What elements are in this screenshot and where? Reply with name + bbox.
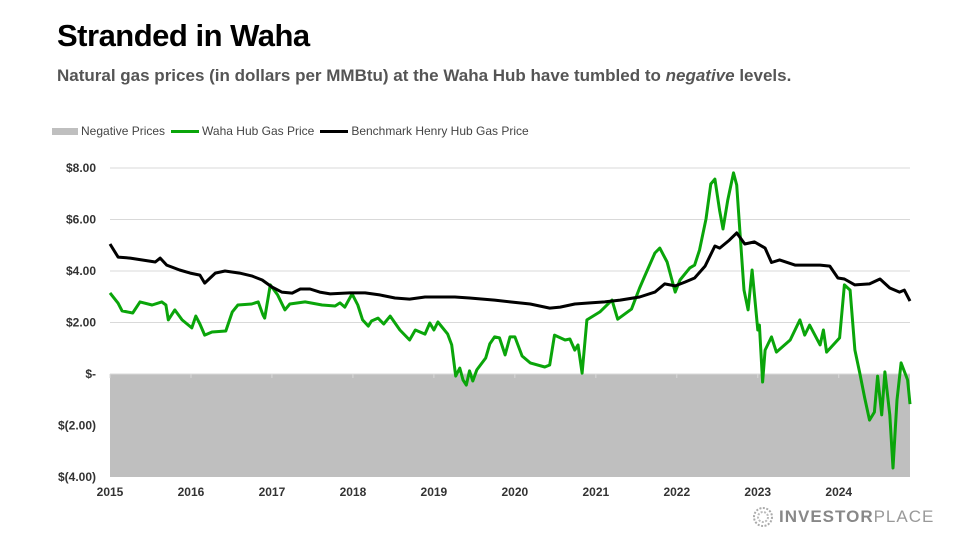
x-tick-label: 2020 (502, 485, 529, 499)
legend-swatch-waha (171, 129, 200, 133)
waha-price-line (108, 171, 912, 470)
subtitle-text: Natural gas prices (in dollars per MMBtu… (57, 66, 666, 85)
page-title: Stranded in Waha (57, 18, 310, 53)
x-tick-label: 2021 (582, 485, 609, 499)
negative-price-region (110, 374, 910, 477)
x-tick-label: 2016 (178, 485, 205, 499)
globe-icon (753, 507, 773, 527)
investorplace-logo: INVESTOR PLACE (752, 506, 934, 528)
y-tick-label: $- (85, 367, 96, 381)
logo-text-bold: INVESTOR (779, 507, 874, 526)
page-subtitle: Natural gas prices (in dollars per MMBtu… (57, 66, 791, 86)
legend-label: Waha Hub Gas Price (202, 124, 315, 138)
x-tick-label: 2015 (97, 485, 124, 499)
y-tick-label: $8.00 (66, 161, 96, 175)
y-tick-label: $4.00 (66, 264, 96, 278)
x-tick-label: 2023 (744, 485, 771, 499)
x-tick-label: 2024 (825, 485, 852, 499)
legend-item-waha: Waha Hub Gas Price (171, 124, 314, 138)
y-tick-label: $6.00 (66, 213, 96, 227)
subtitle-text-end: levels. (734, 66, 792, 85)
x-tick-label: 2018 (340, 485, 367, 499)
legend-item-henry: Benchmark Henry Hub Gas Price (320, 124, 529, 138)
x-tick-label: 2022 (663, 485, 690, 499)
y-tick-label: $(2.00) (58, 419, 96, 433)
legend-swatch-negative (52, 127, 78, 135)
legend-swatch-henry (320, 129, 349, 133)
legend-label: Benchmark Henry Hub Gas Price (351, 124, 529, 138)
henry-hub-price-line (108, 231, 912, 310)
legend-label: Negative Prices (81, 124, 166, 138)
x-tick-label: 2019 (421, 485, 448, 499)
y-tick-label: $2.00 (66, 316, 96, 330)
subtitle-emphasis: negative (665, 66, 735, 85)
legend: Negative Prices Waha Hub Gas Price Bench… (52, 124, 535, 138)
logo-text-light: PLACE (873, 507, 935, 526)
x-tick-label: 2017 (259, 485, 286, 499)
y-tick-label: $(4.00) (58, 470, 96, 484)
legend-item-negative: Negative Prices (52, 124, 165, 138)
